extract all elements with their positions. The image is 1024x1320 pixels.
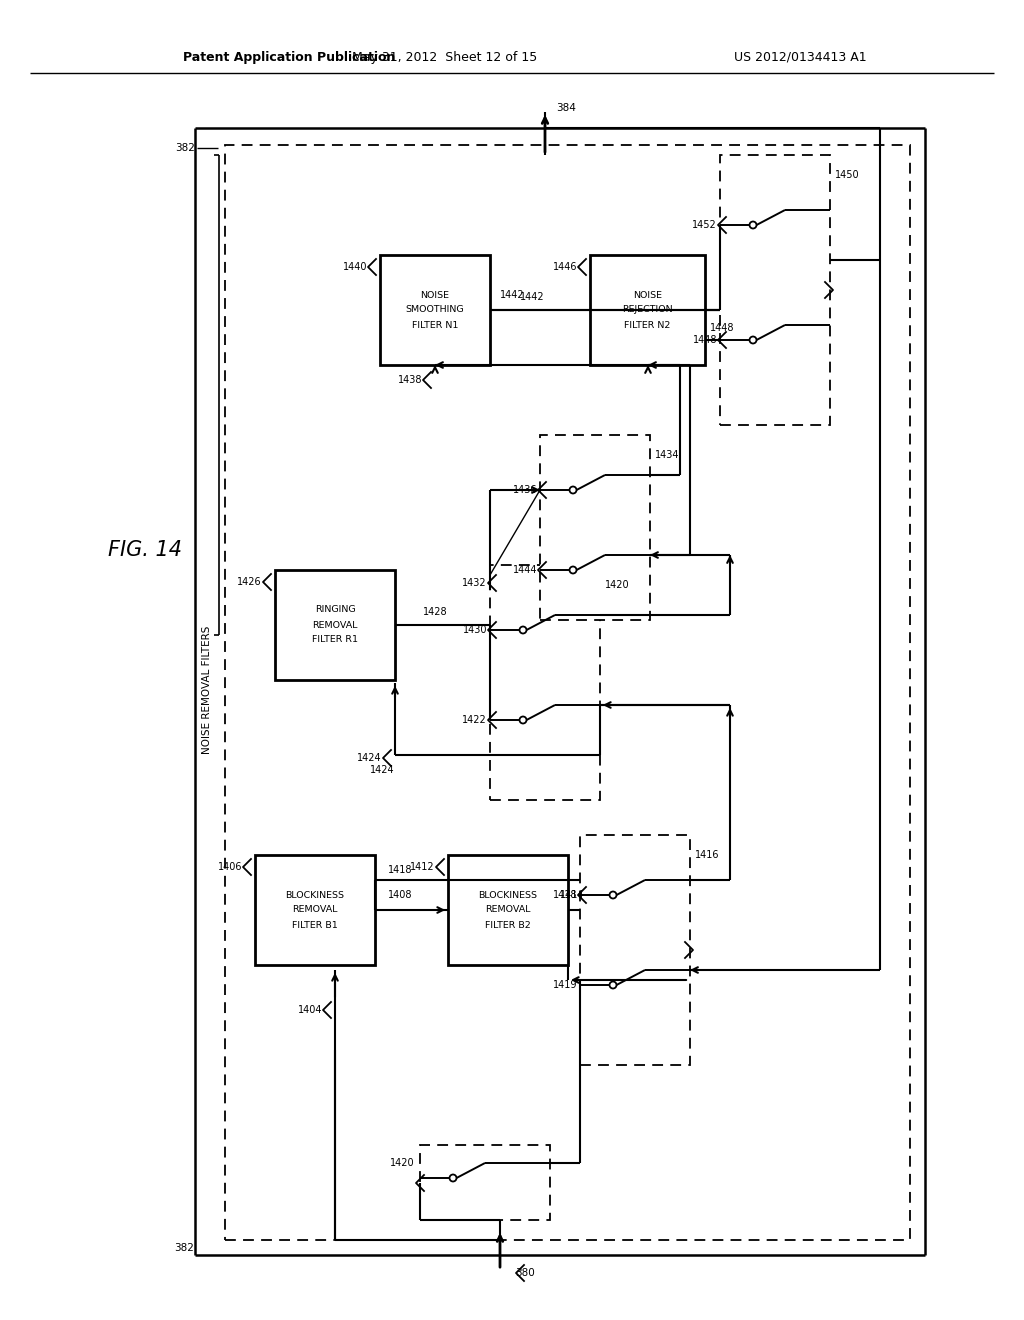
Text: 1440: 1440 [342,261,367,272]
Text: 384: 384 [556,103,575,114]
Text: FILTER B2: FILTER B2 [485,920,530,929]
Text: NOISE: NOISE [421,290,450,300]
Text: 1444: 1444 [512,565,537,576]
Bar [225,145,910,1239]
Text: 1432: 1432 [463,578,487,587]
Text: RINGING: RINGING [314,606,355,615]
Bar [420,1144,550,1220]
Text: 1442: 1442 [500,290,524,300]
Text: 1428: 1428 [423,607,447,616]
Text: 1446: 1446 [553,261,577,272]
Text: REMOVAL: REMOVAL [312,620,357,630]
Text: BLOCKINESS: BLOCKINESS [286,891,344,899]
Text: REMOVAL: REMOVAL [292,906,338,915]
Text: 1448: 1448 [710,323,734,333]
Text: NOISE: NOISE [633,290,662,300]
Bar [275,570,395,680]
Text: 1420: 1420 [390,1158,415,1168]
Text: 1414: 1414 [560,890,585,900]
Text: May 31, 2012  Sheet 12 of 15: May 31, 2012 Sheet 12 of 15 [352,50,538,63]
Text: Patent Application Publication: Patent Application Publication [183,50,395,63]
Text: 1434: 1434 [655,450,680,459]
Bar [380,255,490,366]
Bar [490,565,600,800]
Text: 1404: 1404 [298,1005,322,1015]
Text: FIG. 14: FIG. 14 [108,540,182,560]
Text: 1424: 1424 [371,766,395,775]
Text: 1420: 1420 [605,579,630,590]
Text: FILTER N2: FILTER N2 [625,321,671,330]
Text: FILTER B1: FILTER B1 [292,920,338,929]
Text: NOISE REMOVAL FILTERS: NOISE REMOVAL FILTERS [202,626,212,754]
Text: 1418: 1418 [553,890,577,900]
Bar [590,255,705,366]
Text: 1450: 1450 [835,170,859,180]
Bar [540,436,650,620]
Text: 1426: 1426 [238,577,262,587]
Text: 1448: 1448 [692,335,717,345]
Text: 382: 382 [174,1243,194,1253]
Bar [255,855,375,965]
Text: FILTER R1: FILTER R1 [312,635,358,644]
Text: SMOOTHING: SMOOTHING [406,305,464,314]
Text: 1442: 1442 [520,292,545,302]
Text: 1408: 1408 [388,890,413,900]
Text: 1438: 1438 [397,375,422,385]
Bar [449,855,568,965]
Text: REJECTION: REJECTION [623,305,673,314]
Text: 1430: 1430 [463,624,487,635]
Text: BLOCKINESS: BLOCKINESS [478,891,538,899]
Text: 380: 380 [515,1269,535,1278]
Text: 1412: 1412 [411,862,435,873]
Bar [580,836,690,1065]
Text: 382: 382 [175,143,195,153]
Text: 1416: 1416 [695,850,720,861]
Bar [720,154,830,425]
Text: US 2012/0134413 A1: US 2012/0134413 A1 [733,50,866,63]
Text: REMOVAL: REMOVAL [485,906,530,915]
Text: 1418: 1418 [388,865,413,875]
Text: 1424: 1424 [357,752,382,763]
Text: 1436: 1436 [512,484,537,495]
Text: FILTER N1: FILTER N1 [412,321,458,330]
Text: 1452: 1452 [692,220,717,230]
Text: 1406: 1406 [217,862,242,873]
Text: 1419: 1419 [553,979,577,990]
Text: 1422: 1422 [462,715,487,725]
